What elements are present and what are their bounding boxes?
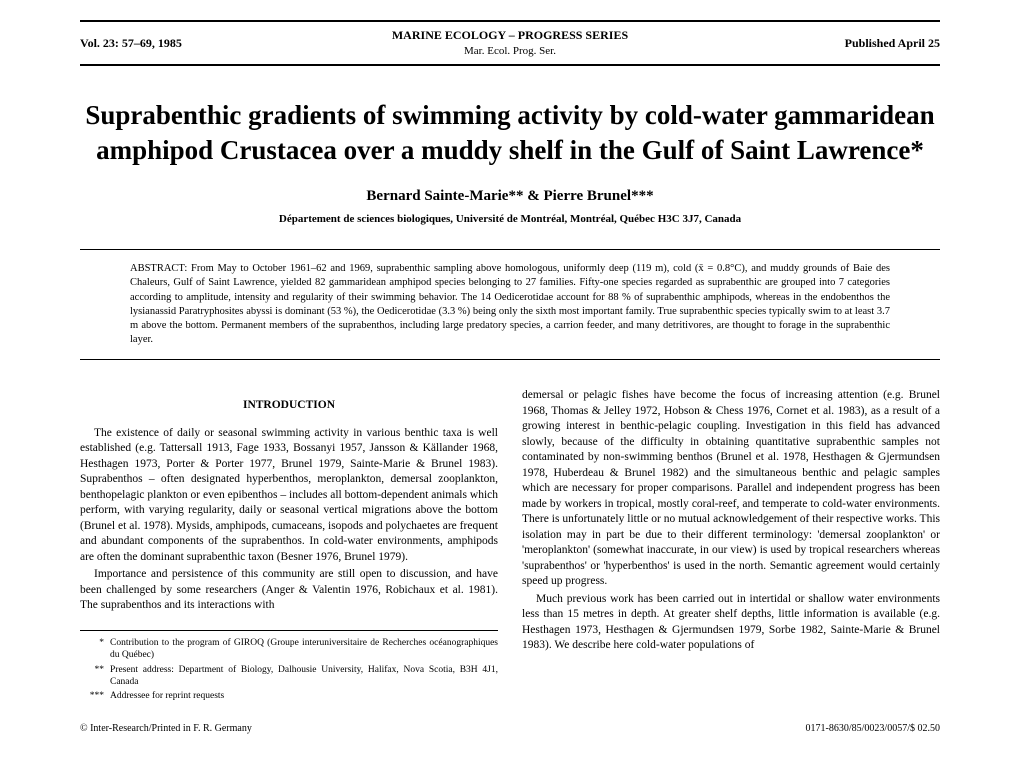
footnote-2-marker: ** <box>80 664 110 689</box>
abstract-box: ABSTRACT: From May to October 1961–62 an… <box>80 249 940 360</box>
body-columns: INTRODUCTION The existence of daily or s… <box>80 388 940 704</box>
footnote-3-text: Addressee for reprint requests <box>110 690 498 702</box>
footnote-1: * Contribution to the program of GIROQ (… <box>80 637 498 662</box>
authors: Bernard Sainte-Marie** & Pierre Brunel**… <box>80 188 940 205</box>
footnote-2-text: Present address: Department of Biology, … <box>110 664 498 689</box>
journal-main: MARINE ECOLOGY – PROGRESS SERIES <box>392 28 628 42</box>
footnote-1-text: Contribution to the program of GIROQ (Gr… <box>110 637 498 662</box>
intro-para-1: The existence of daily or seasonal swimm… <box>80 426 498 566</box>
footnote-3: *** Addressee for reprint requests <box>80 690 498 702</box>
journal-header: Vol. 23: 57–69, 1985 MARINE ECOLOGY – PR… <box>80 20 940 66</box>
abstract-text: ABSTRACT: From May to October 1961–62 an… <box>130 262 890 347</box>
left-column: INTRODUCTION The existence of daily or s… <box>80 388 498 704</box>
footnotes-block: * Contribution to the program of GIROQ (… <box>80 630 498 703</box>
volume-info: Vol. 23: 57–69, 1985 <box>80 36 326 51</box>
intro-para-2: Importance and persistence of this commu… <box>80 567 498 614</box>
abstract-label: ABSTRACT: <box>130 263 187 274</box>
footnote-3-marker: *** <box>80 690 110 702</box>
page-container: Vol. 23: 57–69, 1985 MARINE ECOLOGY – PR… <box>0 0 1020 754</box>
copyright-text: © Inter-Research/Printed in F. R. German… <box>80 723 252 734</box>
right-column: demersal or pelagic fishes have become t… <box>522 388 940 704</box>
header-row: Vol. 23: 57–69, 1985 MARINE ECOLOGY – PR… <box>80 28 940 58</box>
footnote-2: ** Present address: Department of Biolog… <box>80 664 498 689</box>
col2-para-1: demersal or pelagic fishes have become t… <box>522 388 940 590</box>
footnote-1-marker: * <box>80 637 110 662</box>
intro-heading: INTRODUCTION <box>80 398 498 414</box>
article-title: Suprabenthic gradients of swimming activ… <box>80 98 940 168</box>
affiliation: Département de sciences biologiques, Uni… <box>80 213 940 225</box>
abstract-body: From May to October 1961–62 and 1969, su… <box>130 263 890 345</box>
page-footer: © Inter-Research/Printed in F. R. German… <box>80 723 940 734</box>
journal-name: MARINE ECOLOGY – PROGRESS SERIES Mar. Ec… <box>326 28 695 58</box>
col2-para-2: Much previous work has been carried out … <box>522 592 940 654</box>
publish-date: Published April 25 <box>694 36 940 51</box>
journal-abbrev: Mar. Ecol. Prog. Ser. <box>464 45 556 57</box>
issn-price: 0171-8630/85/0023/0057/$ 02.50 <box>806 723 940 734</box>
